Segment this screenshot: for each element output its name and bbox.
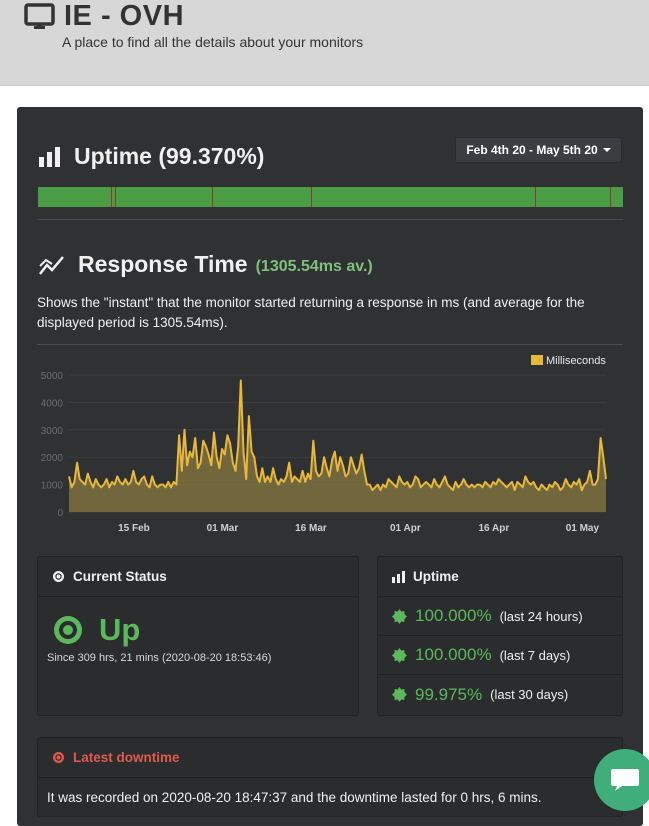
badge-icon (392, 608, 407, 624)
x-tick-label: 16 Apr (478, 523, 509, 534)
x-tick-label: 01 May (566, 523, 600, 534)
uptime-row: 100.000% (last 24 hours) (378, 597, 622, 636)
uptime-box-title: Uptime (413, 569, 459, 584)
uptime-percent: 100.000% (415, 645, 492, 664)
y-tick-label: 0 (57, 508, 63, 519)
uptime-percent: 100.000% (415, 606, 492, 625)
y-tick-label: 4000 (41, 398, 64, 409)
uptime-box: Uptime 100.000% (last 24 hours) 100.000% (l… (377, 556, 623, 716)
uptime-period: (last 24 hours) (499, 608, 583, 624)
downtime-tick (111, 187, 112, 207)
dot-circle-icon (54, 616, 82, 644)
caret-down-icon (602, 148, 611, 152)
uptime-period: (last 30 days) (490, 687, 569, 702)
page-header: IE - OVH A place to find all the details… (0, 0, 649, 86)
badge-icon (392, 647, 407, 663)
downtime-tick (535, 187, 536, 207)
response-time-average: (1305.54ms av.) (255, 258, 373, 275)
response-time-area (69, 380, 606, 512)
x-tick-label: 15 Feb (118, 523, 150, 534)
uptime-period: (last 7 days) (499, 647, 571, 663)
dot-circle-icon (53, 571, 64, 582)
response-time-heading-text: Response Time (78, 251, 248, 277)
legend-label: Milliseconds (546, 355, 606, 367)
response-time-heading: Response Time (1305.54ms av.) (38, 251, 373, 278)
uptime-percent: 99.975% (415, 684, 483, 704)
legend-swatch (531, 355, 543, 365)
downtime-tick (610, 187, 611, 207)
date-range-label: Feb 4th 20 - May 5th 20 (466, 143, 598, 157)
bar-chart-icon (392, 570, 405, 583)
monitor-icon (24, 2, 55, 29)
response-time-line (68, 379, 607, 492)
divider (37, 344, 623, 345)
dot-circle-icon (53, 752, 64, 763)
x-tick-label: 16 Mar (295, 523, 327, 534)
status-text: Up (99, 612, 141, 647)
divider (37, 219, 623, 220)
uptime-box-header: Uptime (378, 557, 622, 597)
uptime-row: 99.975% (last 30 days) (378, 675, 622, 714)
y-tick-label: 5000 (41, 371, 64, 382)
uptime-heading-text: Uptime (99.370%) (74, 143, 265, 169)
bar-chart-icon (39, 146, 60, 167)
uptime-heading: Uptime (99.370%) (38, 143, 264, 170)
status-indicator: Up (53, 612, 140, 648)
downtime-tick (311, 187, 312, 207)
uptime-bar (38, 187, 623, 207)
response-time-chart: 0 1000 2000 3000 4000 5000 15 Feb 01 Mar 16 Mar… (41, 355, 607, 534)
page-title-text: IE - OVH (64, 0, 185, 32)
uptime-row: 100.000% (last 7 days) (378, 636, 622, 675)
downtime-tick (212, 187, 213, 207)
page-title: IE - OVH (24, 0, 184, 33)
date-range-dropdown[interactable]: Feb 4th 20 - May 5th 20 (455, 137, 622, 163)
y-tick-label: 2000 (41, 453, 64, 464)
x-tick-label: 01 Apr (390, 523, 421, 534)
latest-downtime-title: Latest downtime (73, 750, 180, 765)
latest-downtime-text: It was recorded on 2020-08-20 18:47:37 a… (47, 790, 542, 805)
monitor-panel: Uptime (99.370%) Feb 4th 20 - May 5th 20… (17, 107, 643, 826)
page-subtitle: A place to find all the details about yo… (62, 34, 364, 50)
badge-icon (392, 687, 407, 702)
current-status-header: Current Status (38, 557, 358, 597)
y-tick-label: 1000 (41, 481, 64, 492)
y-tick-label: 3000 (41, 426, 64, 437)
x-tick-label: 01 Mar (207, 523, 239, 534)
status-since: Since 309 hrs, 21 mins (2020-08-20 18:53… (47, 652, 272, 664)
chat-button[interactable] (594, 749, 649, 811)
response-time-description: Shows the "instant" that the monitor sta… (37, 295, 585, 330)
chat-bubble-icon (611, 769, 639, 791)
downtime-tick (115, 187, 116, 207)
latest-downtime-box: Latest downtime It was recorded on 2020-… (37, 737, 623, 817)
current-status-title: Current Status (73, 569, 167, 584)
line-chart-icon (39, 255, 64, 275)
current-status-box: Current Status Up Since 309 hrs, 21 mins… (37, 556, 359, 716)
latest-downtime-header: Latest downtime (38, 738, 622, 778)
